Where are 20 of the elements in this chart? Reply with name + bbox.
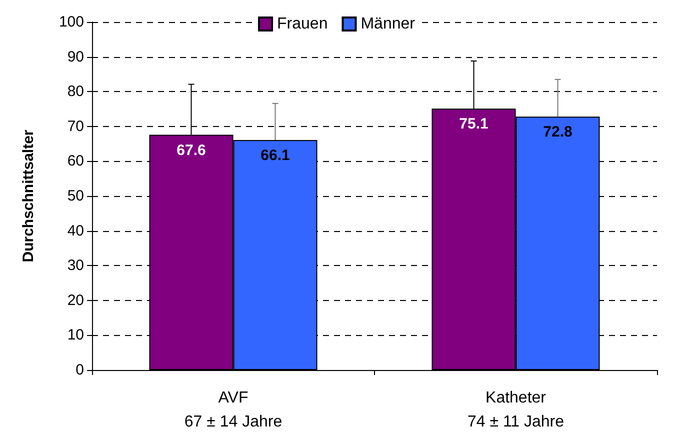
y-axis-title: Durchschnittsalter bbox=[20, 130, 37, 262]
data-label: 67.6 bbox=[176, 142, 206, 159]
y-tick-label: 20 bbox=[67, 292, 84, 309]
y-tick-label: 90 bbox=[67, 48, 84, 66]
x-tick-label: AVF 67 ± 14 Jahre bbox=[184, 390, 282, 430]
y-tick-label: 60 bbox=[67, 152, 84, 170]
y-tick-label: 10 bbox=[67, 326, 84, 344]
y-tick-label: 80 bbox=[67, 83, 84, 100]
data-label: 66.1 bbox=[260, 146, 290, 164]
legend-label: Frauen bbox=[277, 16, 328, 32]
data-label: 72.8 bbox=[543, 124, 572, 141]
y-tick-label: 40 bbox=[67, 222, 84, 240]
y-tick-label: 100 bbox=[58, 14, 84, 30]
y-tick-label: 30 bbox=[67, 257, 84, 274]
x-tick-label: Katheter 74 ± 11 Jahre bbox=[467, 390, 564, 430]
y-tick-label: 50 bbox=[67, 188, 84, 204]
y-tick-label: 70 bbox=[67, 118, 84, 135]
data-label: 75.1 bbox=[459, 116, 488, 133]
y-tick-label: 0 bbox=[76, 362, 84, 378]
legend-label: Männer bbox=[360, 16, 416, 32]
